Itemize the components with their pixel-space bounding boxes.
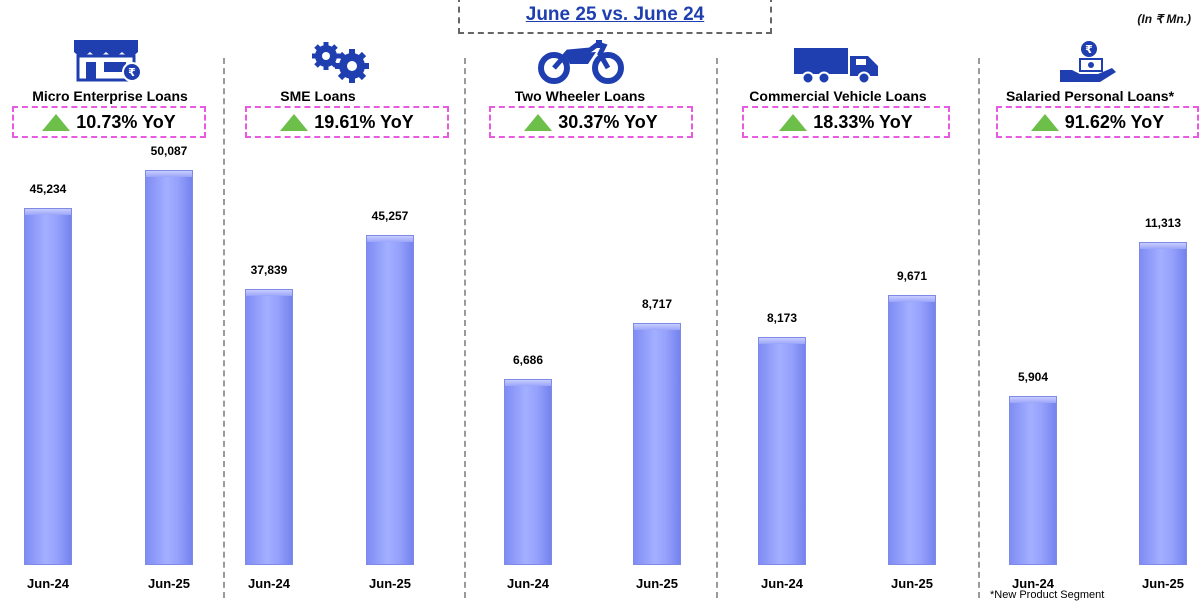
panel-title: SME Loans	[280, 88, 356, 104]
data-label: 9,671	[896, 269, 928, 283]
footnote: *New Product Segment	[990, 589, 1105, 601]
x-tick-label: Jun-25	[891, 576, 933, 591]
shop-icon: ₹	[74, 40, 142, 82]
x-tick-label: Jun-24	[248, 576, 290, 591]
gears-icon	[312, 42, 369, 83]
data-label: 8,717	[641, 297, 673, 311]
x-tick-label: Jun-24	[27, 576, 69, 591]
up-arrow-icon	[524, 113, 553, 131]
yoy-value: 10.73% YoY	[76, 111, 176, 132]
panel-divider	[223, 58, 225, 598]
chart-title: June 25 vs. June 24	[525, 4, 705, 25]
yoy-badge: 18.33% YoY	[742, 106, 950, 138]
panel-divider	[716, 58, 718, 598]
bar	[145, 170, 193, 565]
truck-icon	[794, 48, 878, 84]
yoy-badge: 91.62% YoY	[996, 106, 1199, 138]
x-tick-label: Jun-24	[1012, 576, 1054, 591]
x-tick-label: Jun-24	[507, 576, 549, 591]
yoy-badge: 10.73% YoY	[12, 106, 206, 138]
x-tick-label: Jun-25	[148, 576, 190, 591]
data-label: 45,257	[371, 209, 409, 223]
data-label: 45,234	[29, 182, 67, 197]
panel-title: Two Wheeler Loans	[514, 88, 646, 104]
data-label: 5,904	[1017, 370, 1049, 385]
data-label: 8,173	[766, 310, 798, 325]
motorcycle-icon	[538, 40, 624, 84]
yoy-badge: 19.61% YoY	[245, 106, 449, 138]
bar	[633, 323, 681, 565]
salary-hand-icon: ₹	[1060, 41, 1116, 82]
up-arrow-icon	[280, 113, 309, 131]
panel-title: Micro Enterprise Loans	[32, 88, 188, 104]
panel-title: Salaried Personal Loans*	[1005, 88, 1175, 104]
panel-divider	[978, 58, 980, 598]
up-arrow-icon	[1030, 113, 1059, 131]
bar	[24, 208, 72, 565]
svg-text:₹: ₹	[1085, 43, 1093, 56]
yoy-value: 19.61% YoY	[314, 111, 414, 132]
x-tick-label: Jun-24	[761, 576, 803, 591]
bar	[1139, 242, 1187, 565]
bar	[245, 289, 293, 565]
yoy-value: 30.37% YoY	[558, 111, 658, 132]
panel-divider	[464, 58, 466, 598]
up-arrow-icon	[779, 113, 808, 131]
x-tick-label: Jun-25	[369, 576, 411, 591]
svg-text:₹: ₹	[128, 66, 136, 79]
up-arrow-icon	[42, 113, 71, 131]
data-label: 50,087	[150, 144, 188, 158]
data-label: 11,313	[1144, 216, 1182, 230]
bar	[758, 336, 806, 565]
bar	[504, 379, 552, 565]
bar	[888, 295, 936, 565]
yoy-badge: 30.37% YoY	[489, 106, 693, 138]
panel-title: Commercial Vehicle Loans	[749, 88, 927, 104]
yoy-value: 18.33% YoY	[813, 111, 913, 132]
yoy-value: 91.62% YoY	[1064, 111, 1165, 132]
unit-label: (In ₹ Mn.)	[1137, 12, 1191, 26]
data-label: 6,686	[512, 353, 544, 368]
x-tick-label: Jun-25	[636, 576, 678, 591]
bar	[366, 235, 414, 565]
data-label: 37,839	[250, 263, 288, 278]
chart-title-box: June 25 vs. June 24	[458, 0, 772, 34]
x-tick-label: Jun-25	[1142, 576, 1184, 591]
bar	[1009, 396, 1057, 565]
